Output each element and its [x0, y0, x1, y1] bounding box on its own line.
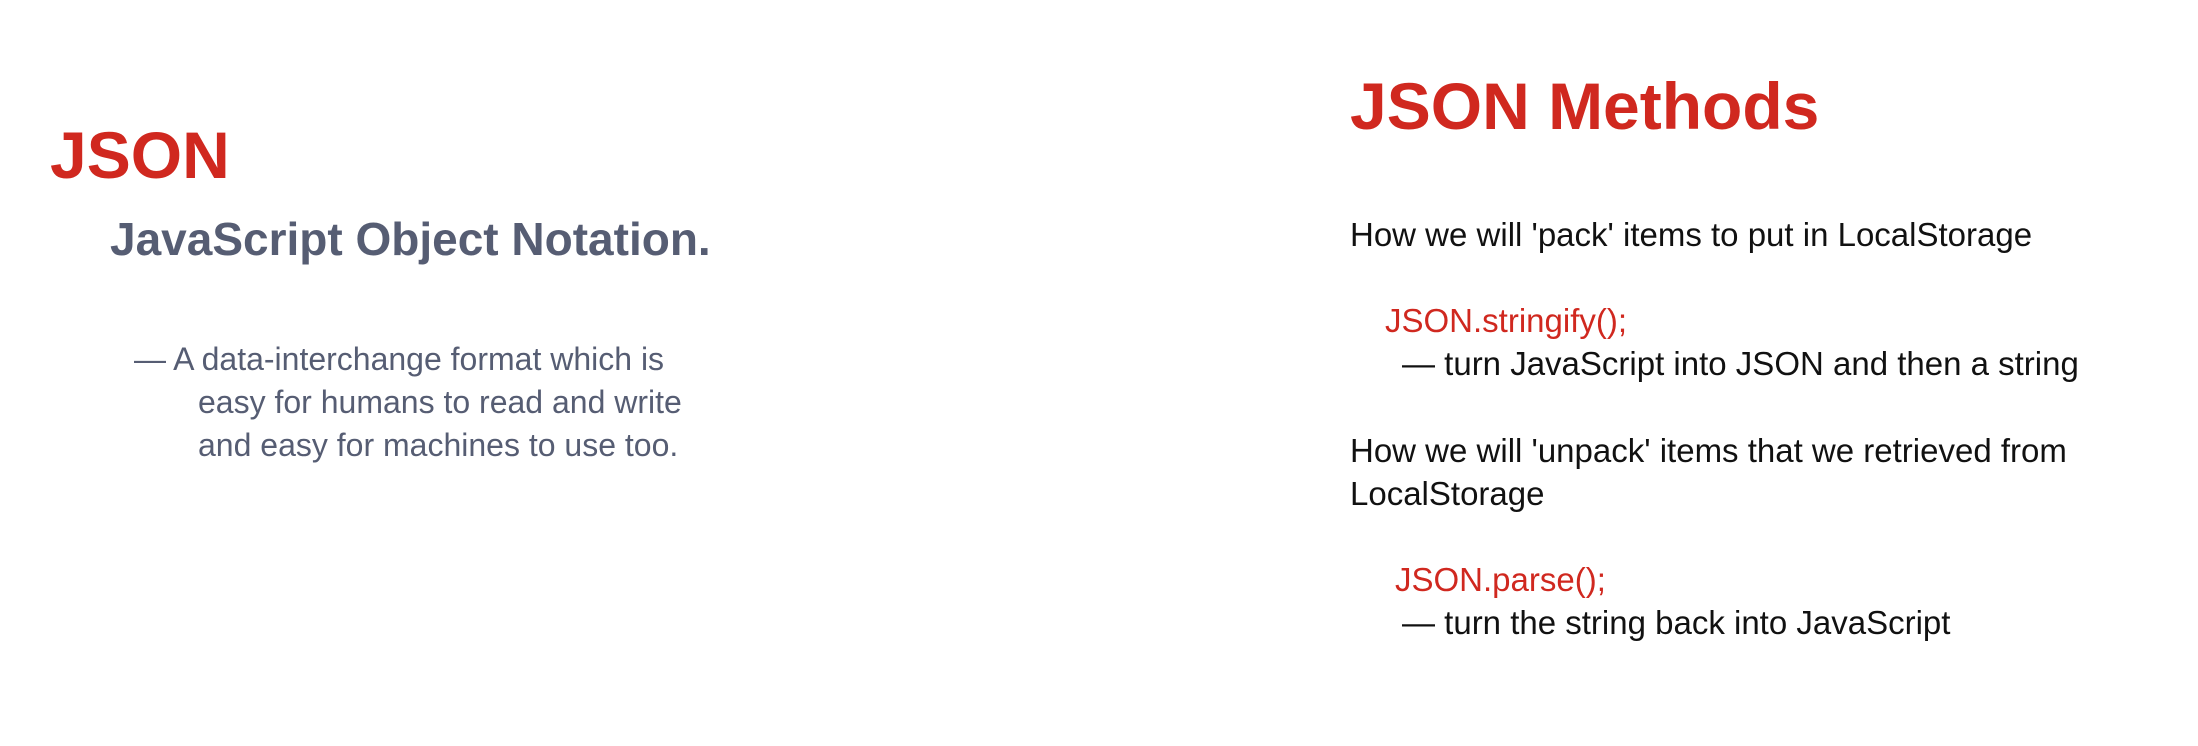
- parse-method: JSON.parse();: [1395, 561, 1606, 598]
- unpack-intro-line-1: How we will 'unpack' items that we retri…: [1350, 432, 2067, 469]
- parse-description: — turn the string back into JavaScript: [1402, 604, 1951, 641]
- json-methods-title: JSON Methods: [1350, 69, 1820, 143]
- definition-line-1: — A data-interchange format which is: [134, 341, 665, 377]
- json-intro-slide: JSON JavaScript Object Notation. — A dat…: [50, 118, 711, 467]
- pack-intro-text: How we will 'pack' items to put in Local…: [1350, 216, 2033, 253]
- definition-line-3: and easy for machines to use too.: [198, 427, 679, 463]
- definition-line-2: easy for humans to read and write: [198, 384, 682, 420]
- unpack-intro-line-2: LocalStorage: [1350, 475, 1545, 512]
- json-methods-slide: JSON Methods How we will 'pack' items to…: [1099, 0, 2198, 746]
- stringify-description: — turn JavaScript into JSON and then a s…: [1402, 345, 2079, 382]
- stringify-method: JSON.stringify();: [1385, 302, 1628, 339]
- json-subtitle: JavaScript Object Notation.: [110, 213, 711, 265]
- json-definition: — A data-interchange format which is eas…: [134, 338, 682, 467]
- json-title: JSON: [50, 118, 230, 192]
